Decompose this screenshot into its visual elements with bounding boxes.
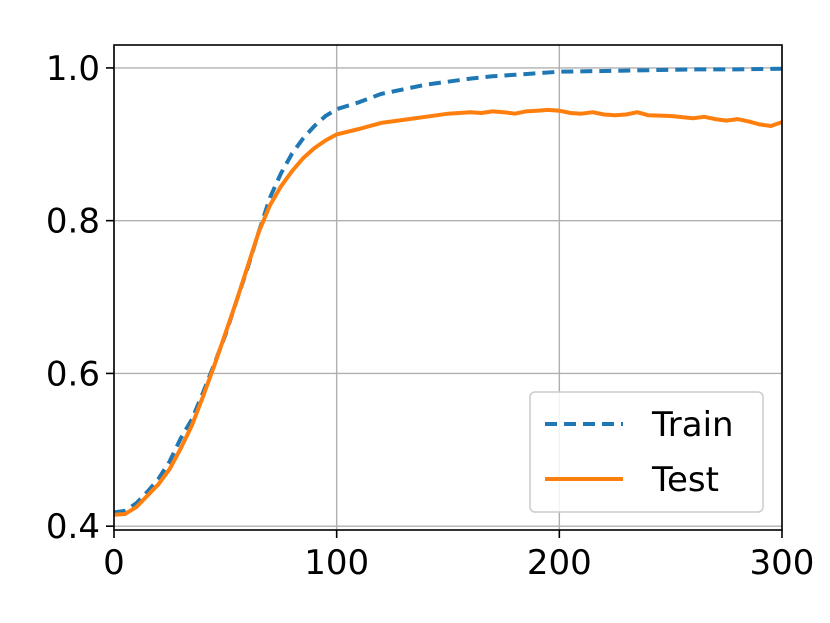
legend-label-train: Train — [651, 405, 734, 445]
series-line-train — [113, 66, 783, 515]
y-tick-label: 0.4 — [46, 507, 100, 547]
axis-ticks: 0 100 200 300 0.4 0.6 0.8 1.0 — [46, 49, 815, 583]
y-tick-label: 1.0 — [46, 49, 100, 89]
y-tick-label: 0.6 — [46, 354, 100, 394]
legend: Train Test — [529, 391, 764, 513]
x-tick-label: 0 — [103, 543, 125, 583]
series-line-test — [113, 107, 783, 517]
x-tick-label: 300 — [750, 543, 815, 583]
x-tick-label: 200 — [527, 543, 592, 583]
plot-frame — [113, 44, 783, 531]
x-tick-label: 100 — [304, 543, 369, 583]
y-tick-label: 0.8 — [46, 202, 100, 242]
series-layer — [113, 66, 783, 517]
legend-label-test: Test — [651, 460, 719, 500]
